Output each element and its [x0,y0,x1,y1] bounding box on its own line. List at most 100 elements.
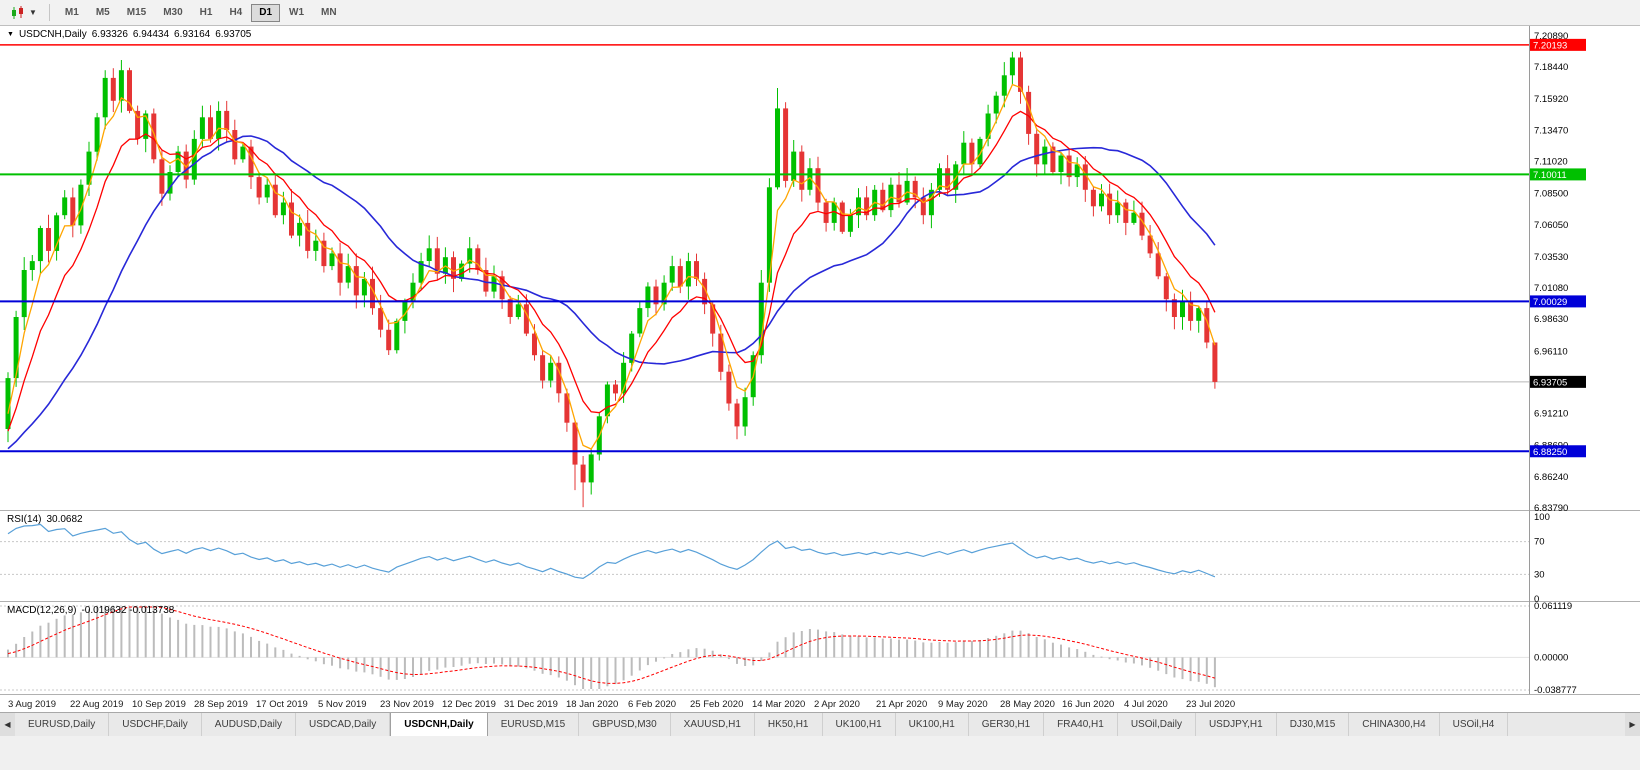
tab-fra40-h1[interactable]: FRA40,H1 [1044,713,1118,736]
timeframe-button-mn[interactable]: MN [313,4,345,22]
svg-text:21 Apr 2020: 21 Apr 2020 [876,699,927,710]
price-tags: 7.20193 7.10011 7.00029 6.88250 6.93705 [1530,38,1586,458]
svg-text:0.061119: 0.061119 [1534,601,1572,612]
timeframe-button-h1[interactable]: H1 [192,4,221,22]
tab-usdchf-daily[interactable]: USDCHF,Daily [109,713,202,736]
svg-text:7.13470: 7.13470 [1534,125,1568,136]
panel-chrome [0,26,1640,712]
timeframe-button-group: M1 M5 M15 M30 H1 H4 D1 W1 MN [57,3,345,22]
svg-text:0: 0 [1534,594,1539,605]
macd-values: -0.019632 -0.013738 [81,605,175,616]
svg-text:5 Nov 2019: 5 Nov 2019 [318,699,367,710]
svg-text:30: 30 [1534,569,1545,580]
svg-text:4 Jul 2020: 4 Jul 2020 [1124,699,1168,710]
svg-text:-0.038777: -0.038777 [1534,685,1577,696]
timeframe-button-m1[interactable]: M1 [57,4,87,22]
tab-usdcnh-daily[interactable]: USDCNH,Daily [390,713,488,736]
tab-usdcad-daily[interactable]: USDCAD,Daily [296,713,391,736]
rsi-value: 30.0682 [46,514,83,525]
tab-uk100-h1[interactable]: UK100,H1 [895,713,969,736]
chart-ohlc-readout: ▼ USDCNH,Daily 6.93326 6.94434 6.93164 6.9370… [7,29,256,40]
svg-text:12 Dec 2019: 12 Dec 2019 [442,699,496,710]
svg-text:6.83790: 6.83790 [1534,503,1568,514]
tabs-scroll-right-button[interactable]: ▶ [1625,713,1640,736]
tab-dj30-m15[interactable]: DJ30,M15 [1276,713,1350,736]
svg-text:7.15920: 7.15920 [1534,94,1568,105]
svg-text:14 Mar 2020: 14 Mar 2020 [752,699,805,710]
chart-tab-bar: ◀ EURUSD,Daily USDCHF,Daily AUDUSD,Daily US… [0,712,1640,736]
svg-text:6 Feb 2020: 6 Feb 2020 [628,699,676,710]
ohlc-high: 6.94434 [132,29,170,40]
svg-text:9 May 2020: 9 May 2020 [938,699,988,710]
ohlc-close: 6.93705 [215,29,252,40]
rsi-name: RSI(14) [7,514,42,525]
svg-text:7.00029: 7.00029 [1533,297,1567,308]
svg-text:6.91210: 6.91210 [1534,409,1568,420]
svg-text:18 Jan 2020: 18 Jan 2020 [566,699,618,710]
horizontal-lines [0,44,1529,453]
svg-text:22 Aug 2019: 22 Aug 2019 [70,699,123,710]
timeframe-button-m5[interactable]: M5 [88,4,118,22]
svg-text:7.08500: 7.08500 [1534,189,1568,200]
svg-text:31 Dec 2019: 31 Dec 2019 [504,699,558,710]
toolbar-separator [48,4,50,21]
timeframe-button-w1[interactable]: W1 [281,4,312,22]
tab-eurusd-daily[interactable]: EURUSD,Daily [15,713,110,736]
tab-usoil-daily[interactable]: USOil,Daily [1117,713,1196,736]
svg-text:2 Apr 2020: 2 Apr 2020 [814,699,860,710]
svg-text:17 Oct 2019: 17 Oct 2019 [256,699,308,710]
tabs-scroll-left-button[interactable]: ◀ [0,713,15,736]
collapse-triangle-icon[interactable]: ▼ [7,31,14,38]
tab-gbpusd-m30[interactable]: GBPUSD,M30 [579,713,671,736]
macd-name: MACD(12,26,9) [7,605,77,616]
timeframe-button-h4[interactable]: H4 [221,4,250,22]
tab-china300-h4[interactable]: CHINA300,H4 [1349,713,1440,736]
tab-xauusd-h1[interactable]: XAUUSD,H1 [670,713,755,736]
svg-text:23 Jul 2020: 23 Jul 2020 [1186,699,1235,710]
svg-text:7.10011: 7.10011 [1533,170,1567,181]
svg-text:70: 70 [1534,537,1545,548]
candlestick-chart-icon [12,5,23,19]
svg-text:0.00000: 0.00000 [1534,652,1568,663]
tab-uk100-h1[interactable]: UK100,H1 [822,713,896,736]
moving-averages [7,83,1216,450]
svg-text:10 Sep 2019: 10 Sep 2019 [132,699,186,710]
tab-usoil-h4[interactable]: USOil,H4 [1439,713,1509,736]
svg-text:7.18440: 7.18440 [1534,62,1568,73]
svg-text:16 Jun 2020: 16 Jun 2020 [1062,699,1114,710]
chart-type-dropdown-button[interactable]: ▼ [5,4,42,22]
svg-text:6.93705: 6.93705 [1533,377,1567,388]
date-axis: 3 Aug 2019 22 Aug 2019 10 Sep 2019 28 Sep 2… [8,699,1235,710]
ohlc-low: 6.93164 [174,29,211,40]
tab-audusd-daily[interactable]: AUDUSD,Daily [201,713,297,736]
chart-tabs: EURUSD,Daily USDCHF,Daily AUDUSD,Daily USDC… [15,713,1625,736]
chevron-down-icon: ▼ [29,8,37,17]
svg-text:23 Nov 2019: 23 Nov 2019 [380,699,434,710]
ohlc-open: 6.93326 [91,29,128,40]
tab-hk50-h1[interactable]: HK50,H1 [754,713,823,736]
rsi-indicator-label: RSI(14) 30.0682 [7,514,88,525]
candles [5,51,1218,508]
tab-usdjpy-h1[interactable]: USDJPY,H1 [1195,713,1277,736]
svg-text:28 Sep 2019: 28 Sep 2019 [194,699,248,710]
svg-text:7.03530: 7.03530 [1534,252,1568,263]
svg-text:6.96110: 6.96110 [1534,346,1568,357]
svg-text:7.20193: 7.20193 [1533,40,1567,51]
svg-text:7.11020: 7.11020 [1534,157,1568,168]
macd-indicator-label: MACD(12,26,9) -0.019632 -0.013738 [7,605,179,616]
svg-text:6.86240: 6.86240 [1534,472,1568,483]
svg-text:100: 100 [1534,512,1550,523]
chart-symbol-label: USDCNH,Daily [18,29,87,40]
chart-canvas[interactable]: 7.20890 7.18440 7.15920 7.13470 7.11020 7.085… [0,26,1640,712]
timeframe-button-m30[interactable]: M30 [155,4,190,22]
svg-text:7.01080: 7.01080 [1534,283,1568,294]
tab-eurusd-m15[interactable]: EURUSD,M15 [487,713,580,736]
timeframe-button-m15[interactable]: M15 [119,4,154,22]
svg-text:25 Feb 2020: 25 Feb 2020 [690,699,743,710]
svg-text:7.06050: 7.06050 [1534,220,1568,231]
svg-text:7.20890: 7.20890 [1534,31,1568,42]
top-toolbar: ▼ M1 M5 M15 M30 H1 H4 D1 W1 MN [0,0,1640,26]
tab-ger30-h1[interactable]: GER30,H1 [968,713,1045,736]
svg-text:6.88250: 6.88250 [1533,447,1567,458]
timeframe-button-d1[interactable]: D1 [251,3,281,22]
